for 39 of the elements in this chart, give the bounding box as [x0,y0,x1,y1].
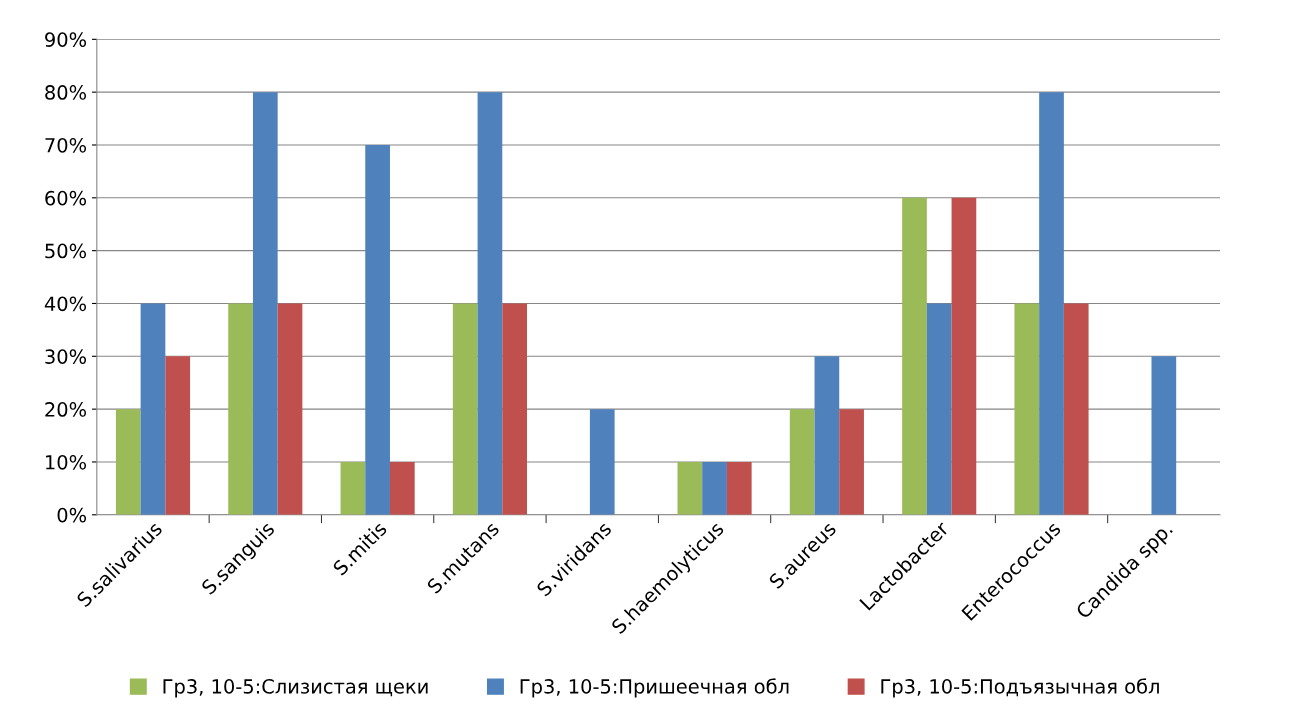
y-tick-label: 30% [45,349,87,364]
y-tick-label: 60% [45,190,87,206]
bar [902,197,927,515]
bar [926,303,952,515]
y-tick-label: 20% [45,402,87,417]
bar [1014,303,1040,515]
y-tick-label: 50% [45,243,87,259]
bar [589,409,615,515]
legend-label: Гр3, 10-5:Слизистая щеки [163,679,428,698]
bar [389,461,415,515]
bar [839,409,864,515]
bar [677,461,703,515]
y-tick-label: 80% [45,85,87,100]
bar [951,197,977,515]
bar [140,303,166,515]
y-tick-label: 0% [57,507,87,523]
bar [228,303,253,515]
bar [115,409,141,515]
bar [277,303,303,515]
y-tick-label: 70% [45,137,87,153]
bar [702,461,727,515]
bar [452,303,478,515]
y-tick-label: 90% [45,32,87,47]
y-tick-label: 10% [46,454,87,470]
bar [502,303,527,515]
bar [252,92,278,515]
legend-label: Гр3, 10-5:Пришеечная обл [520,678,789,698]
bar [365,144,390,515]
bar [165,356,191,515]
bar [340,461,366,515]
bar [789,409,815,515]
bar [477,92,503,515]
legend-label: Гр3, 10-5:Подъязычная обл [881,678,1159,698]
bar [1151,356,1177,515]
y-tick-label: 40% [44,296,87,312]
bar [726,461,752,515]
bar [814,356,840,515]
bar [1039,92,1064,515]
bar [1063,303,1089,515]
